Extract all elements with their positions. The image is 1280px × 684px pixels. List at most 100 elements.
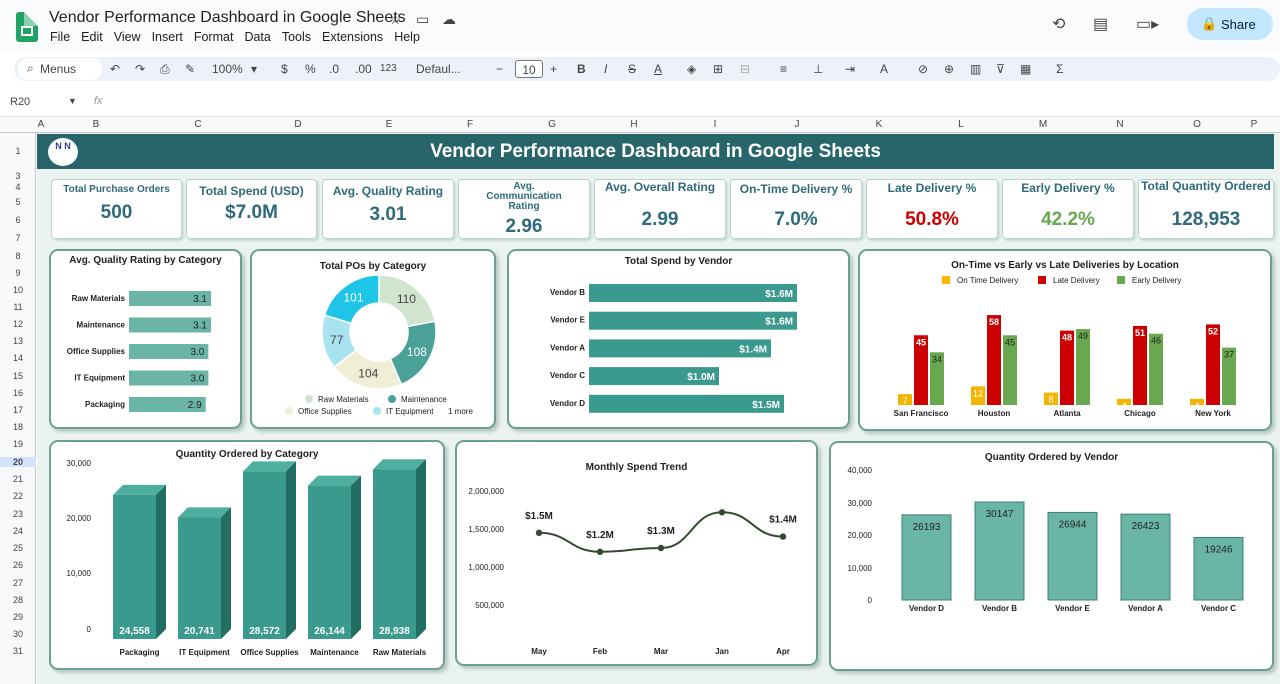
column-header[interactable]: E <box>385 119 393 130</box>
decrease-font-size-icon[interactable]: − <box>496 62 504 76</box>
row-header[interactable]: 9 <box>15 268 21 278</box>
currency-format-button[interactable]: $ <box>281 62 288 76</box>
font-size-input[interactable]: 10 <box>515 60 543 78</box>
text-wrap-icon[interactable]: ⇥ <box>845 62 856 76</box>
font-select[interactable]: Defaul... <box>416 62 461 76</box>
chart-quantity-by-category[interactable]: Quantity Ordered by Category 30,000 20,00… <box>49 440 445 670</box>
kpi-card[interactable]: Avg. Quality Rating 3.01 <box>322 179 454 239</box>
column-header[interactable]: A <box>37 119 45 130</box>
comment-icon[interactable]: ▤ <box>1093 16 1109 33</box>
merge-cells-icon[interactable]: ⊟ <box>740 62 751 76</box>
menu-data[interactable]: Data <box>244 30 271 44</box>
filter-views-icon[interactable]: ▦ <box>1020 62 1032 76</box>
bold-icon[interactable]: B <box>577 62 586 76</box>
print-icon[interactable]: ⎙ <box>160 62 170 76</box>
row-header[interactable]: 20 <box>0 457 36 467</box>
row-header[interactable]: 8 <box>15 251 21 261</box>
strikethrough-icon[interactable]: S <box>628 62 637 76</box>
row-header[interactable]: 12 <box>12 319 23 329</box>
row-header[interactable]: 30 <box>12 629 23 639</box>
row-header[interactable]: 25 <box>12 543 23 553</box>
search-menus-button[interactable]: ⌕ Menus <box>18 58 102 80</box>
chart-deliveries-by-location[interactable]: On-Time vs Early vs Late Deliveries by L… <box>858 249 1272 431</box>
column-header[interactable]: O <box>1193 119 1201 130</box>
column-header[interactable]: B <box>92 119 100 130</box>
row-header[interactable]: 24 <box>12 526 23 536</box>
row-header[interactable]: 10 <box>12 285 23 295</box>
column-header[interactable]: M <box>1038 119 1048 130</box>
row-header[interactable]: 31 <box>12 646 23 656</box>
align-vertical-icon[interactable]: ⊥ <box>813 62 824 76</box>
kpi-card[interactable]: Avg. Communication Rating 2.96 <box>458 179 590 239</box>
chart-total-pos-by-category[interactable]: Total POs by Category 110 108 104 77 101 Raw … <box>250 249 496 429</box>
row-header[interactable]: 21 <box>12 474 23 484</box>
increase-font-size-icon[interactable]: + <box>550 62 558 76</box>
kpi-card[interactable]: On-Time Delivery % 7.0% <box>730 179 862 239</box>
row-header[interactable]: 15 <box>12 371 23 381</box>
menu-edit[interactable]: Edit <box>81 30 103 44</box>
kpi-card[interactable]: Total Quantity Ordered 128,953 <box>1138 179 1274 239</box>
menu-insert[interactable]: Insert <box>151 30 183 44</box>
column-header[interactable]: P <box>1250 119 1258 130</box>
document-title[interactable]: Vendor Performance Dashboard in Google S… <box>49 9 406 26</box>
undo-icon[interactable]: ↶ <box>110 62 121 76</box>
paint-format-icon[interactable]: ✎ <box>185 62 196 76</box>
star-icon[interactable]: ☆ <box>389 11 402 27</box>
number-format-button[interactable]: 123 <box>380 63 397 74</box>
kpi-card[interactable]: Late Delivery % 50.8% <box>866 179 998 239</box>
kpi-card[interactable]: Total Purchase Orders 500 <box>51 179 182 239</box>
menu-view[interactable]: View <box>113 30 141 44</box>
move-folder-icon[interactable]: ▭ <box>416 11 430 27</box>
increase-decimal-button[interactable]: .00 <box>355 62 372 76</box>
chart-quantity-by-vendor[interactable]: Quantity Ordered by Vendor 40,000 30,000 2… <box>829 441 1274 671</box>
row-header[interactable]: 6 <box>15 215 21 225</box>
column-header[interactable]: H <box>630 119 638 130</box>
menu-help[interactable]: Help <box>394 30 420 44</box>
column-header[interactable]: I <box>713 119 717 130</box>
text-rotate-icon[interactable]: A <box>880 62 889 76</box>
kpi-card[interactable]: Early Delivery % 42.2% <box>1002 179 1134 239</box>
row-header[interactable]: 16 <box>12 388 23 398</box>
filter-icon[interactable]: ⊽ <box>996 62 1005 76</box>
column-header[interactable]: F <box>466 119 474 130</box>
row-header[interactable]: 23 <box>12 509 23 519</box>
row-header[interactable]: 13 <box>12 336 23 346</box>
row-header[interactable]: 5 <box>15 197 21 207</box>
align-horizontal-icon[interactable]: ≡ <box>780 62 788 76</box>
row-header[interactable]: 14 <box>12 353 23 363</box>
borders-icon[interactable]: ⊞ <box>713 62 724 76</box>
insert-comment-icon[interactable]: ⊕ <box>944 62 955 76</box>
chart-avg-quality-by-category[interactable]: Avg. Quality Rating by Category Raw Mate… <box>49 249 242 429</box>
row-header[interactable]: 7 <box>15 233 21 243</box>
row-header[interactable]: 11 <box>13 302 23 312</box>
insert-link-icon[interactable]: ⊘ <box>918 62 929 76</box>
menu-extensions[interactable]: Extensions <box>322 30 384 44</box>
kpi-card[interactable]: Total Spend (USD) $7.0M <box>186 179 317 239</box>
column-header[interactable]: G <box>548 119 556 130</box>
row-header[interactable]: 27 <box>12 578 23 588</box>
column-header[interactable]: K <box>875 119 883 130</box>
percent-format-button[interactable]: % <box>305 62 316 76</box>
chevron-down-icon[interactable]: ▾ <box>251 62 258 76</box>
column-header[interactable]: N <box>1116 119 1124 130</box>
row-header[interactable]: 3 <box>15 171 21 181</box>
text-color-icon[interactable]: A <box>654 62 663 76</box>
column-header[interactable]: D <box>294 119 302 130</box>
redo-icon[interactable]: ↷ <box>135 62 146 76</box>
row-header[interactable]: 22 <box>12 491 23 501</box>
row-header[interactable]: 28 <box>12 595 23 605</box>
insert-chart-icon[interactable]: ▥ <box>970 62 982 76</box>
chart-total-spend-by-vendor[interactable]: Total Spend by Vendor Vendor B $1.6M Vendo… <box>507 249 850 429</box>
decrease-decimal-button[interactable]: .0 <box>329 62 340 76</box>
column-header[interactable]: C <box>194 119 202 130</box>
cloud-status-icon[interactable]: ☁ <box>442 11 456 27</box>
sheets-logo-icon[interactable] <box>16 12 38 42</box>
history-icon[interactable]: ⟲ <box>1052 16 1066 33</box>
share-button[interactable]: 🔒 Share <box>1187 8 1273 40</box>
italic-icon[interactable]: I <box>604 62 608 76</box>
row-header[interactable]: 29 <box>12 612 23 622</box>
fill-color-icon[interactable]: ◈ <box>687 62 697 76</box>
functions-icon[interactable]: Σ <box>1056 62 1064 76</box>
row-header[interactable]: 4 <box>15 182 21 192</box>
menu-file[interactable]: File <box>50 30 71 44</box>
